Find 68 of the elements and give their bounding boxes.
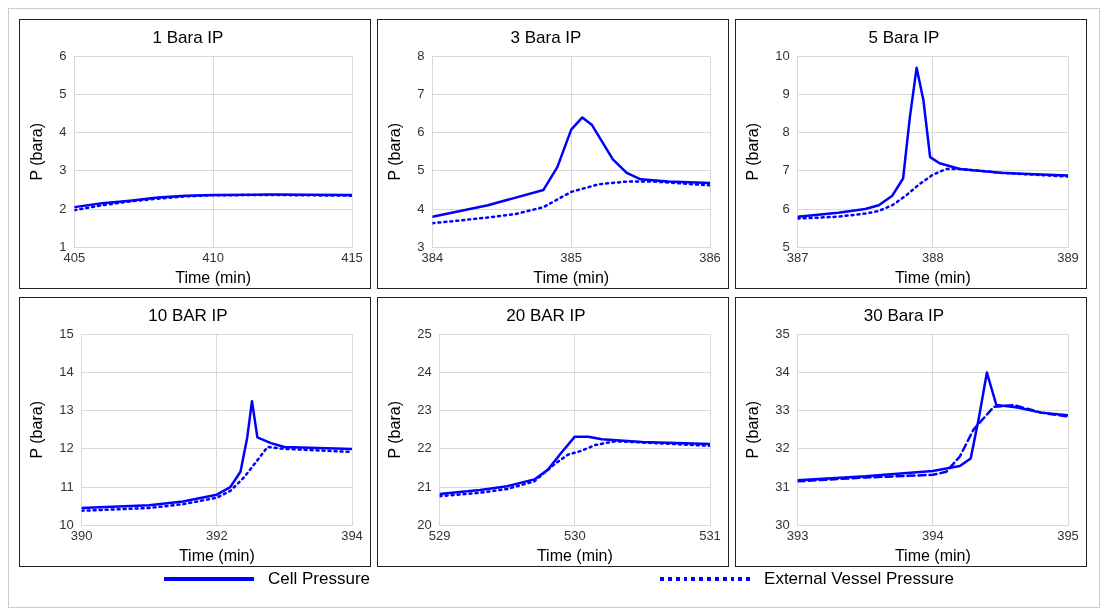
y-tick-label: 32: [775, 440, 790, 456]
x-axis-title: Time (min): [175, 268, 252, 286]
y-axis-title: P (bara): [28, 401, 46, 459]
y-axis-title: P (bara): [386, 123, 404, 181]
y-axis-title: P (bara): [744, 123, 762, 181]
y-axis-title: P (bara): [386, 401, 404, 459]
chart-title: 1 Bara IP: [152, 27, 224, 47]
y-tick-label: 10: [775, 47, 790, 63]
y-tick-label: 35: [775, 325, 790, 341]
y-tick-label: 21: [417, 478, 432, 494]
y-tick-label: 22: [417, 440, 432, 456]
y-tick-label: 5: [782, 238, 790, 254]
x-axis-title: Time (min): [894, 268, 971, 286]
y-tick-label: 14: [59, 364, 74, 380]
x-axis-title: Time (min): [178, 546, 255, 564]
y-tick-label: 12: [59, 440, 74, 456]
y-tick-label: 30: [775, 516, 790, 532]
y-tick-label: 11: [60, 478, 74, 494]
y-tick-label: 33: [775, 402, 790, 418]
y-tick-label: 6: [417, 124, 425, 140]
x-tick-label: 389: [1057, 249, 1079, 265]
y-tick-label: 9: [782, 86, 790, 102]
y-tick-label: 13: [59, 402, 74, 418]
x-tick-label: 410: [202, 249, 225, 265]
y-axis-title: P (bara): [28, 123, 46, 181]
y-tick-label: 8: [782, 124, 790, 140]
chart-title: 30 Bara IP: [863, 305, 945, 325]
y-tick-label: 1: [59, 238, 67, 254]
y-tick-label: 20: [417, 516, 432, 532]
y-tick-label: 24: [417, 364, 432, 380]
y-tick-label: 31: [775, 478, 790, 494]
y-tick-label: 6: [59, 47, 67, 63]
x-tick-label: 531: [699, 527, 721, 543]
x-axis-title: Time (min): [536, 546, 613, 564]
x-tick-label: 394: [921, 527, 944, 543]
x-tick-label: 392: [205, 527, 228, 543]
y-tick-label: 4: [417, 200, 425, 216]
y-tick-label: 15: [59, 325, 74, 341]
chart-title: 3 Bara IP: [510, 27, 582, 47]
y-tick-label: 5: [59, 86, 67, 102]
y-tick-label: 10: [59, 516, 74, 532]
legend-label: Cell Pressure: [268, 569, 371, 589]
y-tick-label: 7: [417, 86, 425, 102]
y-tick-label: 5: [417, 162, 425, 178]
chart-title: 20 BAR IP: [506, 305, 586, 325]
x-tick-label: 385: [560, 249, 583, 265]
y-tick-label: 25: [417, 325, 432, 341]
x-tick-label: 394: [341, 527, 363, 543]
y-tick-label: 7: [782, 162, 790, 178]
y-axis-title: P (bara): [744, 401, 762, 459]
x-tick-label: 415: [341, 249, 363, 265]
y-tick-label: 34: [775, 364, 790, 380]
y-tick-label: 3: [59, 162, 67, 178]
x-axis-title: Time (min): [533, 268, 610, 286]
chart-title: 5 Bara IP: [868, 27, 940, 47]
x-tick-label: 530: [563, 527, 586, 543]
y-tick-label: 2: [59, 200, 67, 216]
y-tick-label: 4: [59, 124, 67, 140]
x-tick-label: 388: [921, 249, 944, 265]
y-tick-label: 8: [417, 47, 425, 63]
x-axis-title: Time (min): [894, 546, 971, 564]
x-tick-label: 395: [1057, 527, 1079, 543]
chart-title: 10 BAR IP: [148, 305, 228, 325]
y-tick-label: 3: [417, 238, 425, 254]
y-tick-label: 23: [417, 402, 432, 418]
legend-label: External Vessel Pressure: [764, 569, 954, 589]
y-tick-label: 6: [782, 200, 790, 216]
x-tick-label: 386: [699, 249, 721, 265]
